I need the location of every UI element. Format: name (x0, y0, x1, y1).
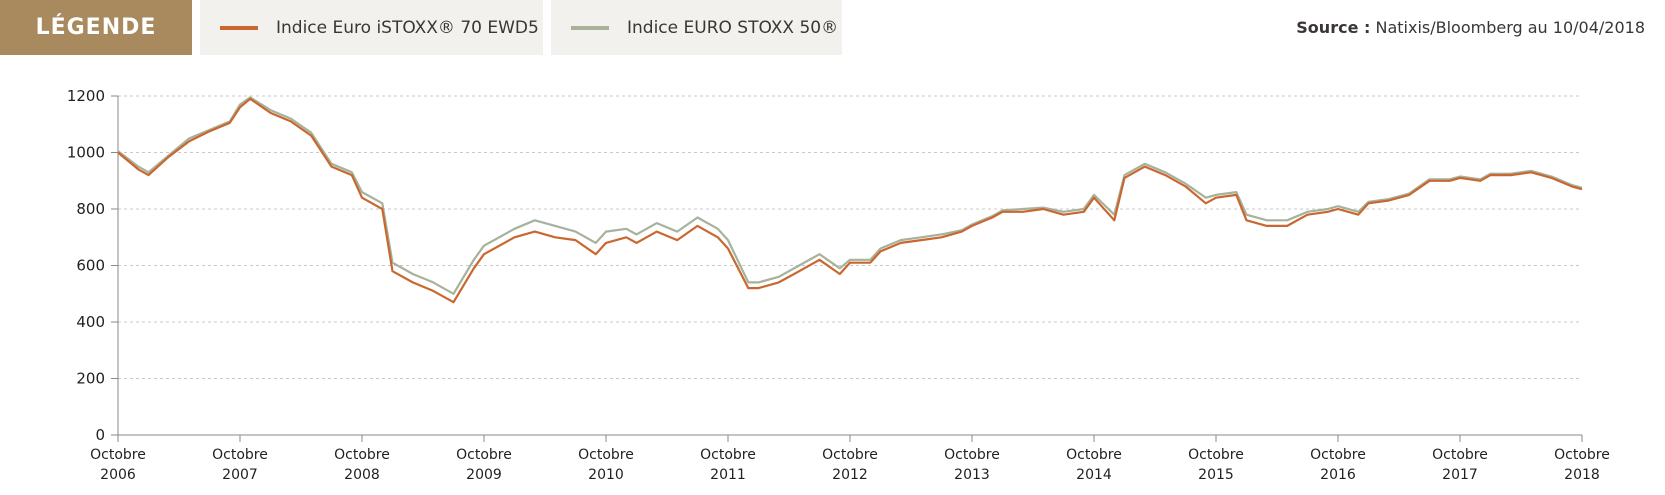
legend-label-eurostoxx50: Indice EURO STOXX 50® (627, 17, 839, 38)
x-tick-label: Octobre 2012 (822, 447, 878, 483)
axis-layer: 0 200 400 600 800 1000 1200 Octobre 2006 Octobre 2… (67, 87, 1610, 483)
y-tick-label: 400 (76, 313, 105, 331)
y-tick-label: 600 (76, 257, 105, 275)
x-tick-label: Octobre 2009 (456, 447, 512, 483)
series-layer (117, 96, 1583, 304)
y-tick-label: 1200 (67, 87, 105, 105)
legend-label-istoxx70: Indice Euro iSTOXX® 70 EWD5 (276, 17, 539, 38)
line-chart: 0 200 400 600 800 1000 1200 Octobre 2006 Octobre 2… (67, 87, 1610, 483)
x-tick-label: Octobre 2006 (90, 447, 146, 483)
source-note: Source : Natixis/Bloomberg au 10/04/2018 (1296, 18, 1645, 37)
x-tick-label: Octobre 2017 (1432, 447, 1488, 483)
legend-item-istoxx70: Indice Euro iSTOXX® 70 EWD5 (200, 0, 543, 55)
x-tick-label: Octobre 2016 (1310, 447, 1366, 483)
x-tick-label: Octobre 2008 (334, 447, 390, 483)
x-tick-label: Octobre 2007 (212, 447, 268, 483)
legend-title: LÉGENDE (0, 0, 192, 55)
x-tick-label: Octobre 2018 (1554, 447, 1610, 483)
x-tick-label: Octobre 2010 (578, 447, 634, 483)
legend-swatch-istoxx70 (220, 25, 258, 30)
y-tick-label: 0 (95, 426, 105, 444)
source-label: Source : (1296, 18, 1371, 37)
source-text: Natixis/Bloomberg au 10/04/2018 (1375, 18, 1645, 37)
x-tick-label: Octobre 2013 (944, 447, 1000, 483)
y-tick-label: 1000 (67, 144, 105, 162)
x-tick-label: Octobre 2011 (700, 447, 756, 483)
legend-item-eurostoxx50: Indice EURO STOXX 50® (551, 0, 842, 55)
y-tick-label: 200 (76, 370, 105, 388)
series-line-eurostoxx50 (117, 96, 1583, 295)
x-tick-label: Octobre 2014 (1066, 447, 1122, 483)
series-line-istoxx70 (117, 97, 1583, 304)
y-tick-label: 800 (76, 200, 105, 218)
x-tick-label: Octobre 2015 (1188, 447, 1244, 483)
legend-swatch-eurostoxx50 (571, 25, 609, 30)
grid-layer (118, 95, 1582, 379)
